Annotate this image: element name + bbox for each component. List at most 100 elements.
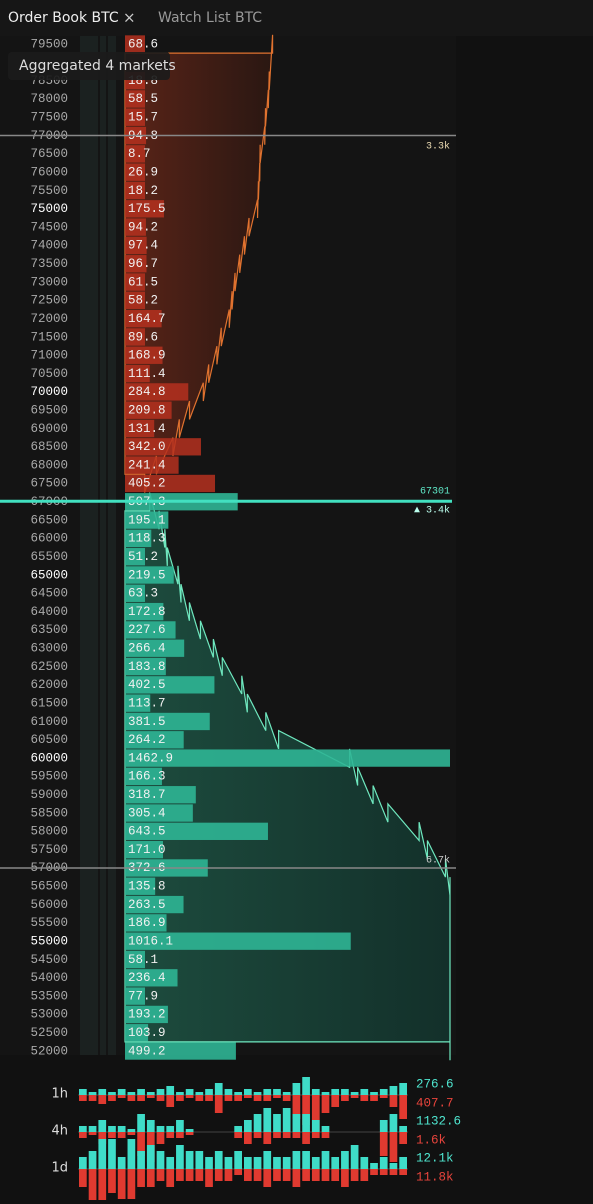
size: 284.8	[128, 385, 166, 399]
tab-close[interactable]: ×	[123, 9, 136, 27]
depth-label: 6.7k	[426, 855, 450, 867]
buy-bar	[253, 1092, 262, 1095]
buy-bar	[292, 1114, 301, 1132]
buy-bar	[146, 1092, 155, 1095]
buy-total: 276.6	[416, 1077, 454, 1091]
sell-bar	[214, 1095, 223, 1113]
depth-area	[124, 492, 451, 1061]
price: 65000	[30, 568, 68, 582]
buy-bar	[331, 1089, 340, 1095]
price: 55500	[30, 916, 68, 930]
buy-bar	[321, 1151, 330, 1169]
sell-bar	[117, 1095, 126, 1098]
sell-bar	[379, 1169, 388, 1175]
size: 171.0	[128, 843, 166, 857]
sell-bar	[176, 1132, 184, 1138]
sell-bar	[185, 1095, 194, 1098]
price: 61500	[30, 696, 68, 710]
sell-bar	[88, 1095, 97, 1101]
sell-bar	[117, 1132, 126, 1138]
size-bar	[125, 200, 164, 218]
buy-bar	[244, 1157, 252, 1169]
buy-bar	[224, 1089, 233, 1095]
size: 68.6	[128, 37, 158, 51]
sell-bar	[205, 1169, 213, 1187]
sell-bar	[137, 1132, 145, 1156]
price: 62000	[30, 678, 68, 692]
buy-total: 12.1k	[416, 1151, 454, 1165]
sell-bar	[185, 1169, 194, 1181]
sell-bar	[79, 1132, 87, 1138]
price: 73000	[30, 275, 68, 289]
sell-bar	[379, 1132, 388, 1156]
buy-bar	[127, 1092, 136, 1095]
buy-bar	[311, 1089, 320, 1095]
tab-active[interactable]: Order Book BTC	[8, 10, 119, 26]
sell-bar	[88, 1132, 97, 1135]
price: 76500	[30, 147, 68, 161]
price: 73500	[30, 257, 68, 271]
buy-bar	[117, 1089, 126, 1095]
sell-bar	[108, 1132, 116, 1138]
price: 56500	[30, 880, 68, 894]
size-bar	[125, 35, 145, 53]
buy-bar	[117, 1157, 126, 1169]
size: 209.8	[128, 403, 166, 417]
buy-bar	[263, 1151, 272, 1169]
size-bar	[125, 932, 351, 950]
buy-total: 1132.6	[416, 1114, 461, 1128]
size-bar	[125, 895, 184, 914]
size: 195.1	[128, 513, 166, 527]
sell-bar	[253, 1095, 262, 1101]
buy-bar	[389, 1163, 398, 1169]
sell-bar	[399, 1132, 407, 1144]
size-bar	[125, 877, 156, 895]
sell-bar	[108, 1095, 116, 1101]
buy-bar	[98, 1120, 107, 1132]
size: 168.9	[128, 349, 166, 363]
size: 26.9	[128, 165, 158, 179]
price: 58000	[30, 825, 68, 839]
size: 96.7	[128, 257, 158, 271]
sell-bar	[156, 1132, 165, 1144]
price: 65500	[30, 550, 68, 564]
buy-bar	[389, 1114, 398, 1132]
buy-bar	[244, 1089, 252, 1095]
sell-bar	[166, 1169, 175, 1187]
depth-label: 67301	[420, 487, 450, 498]
size-bar	[125, 822, 268, 840]
size-bar	[125, 90, 145, 108]
size: 1462.9	[128, 751, 173, 765]
size-bar	[125, 145, 145, 163]
sell-bar	[166, 1095, 175, 1107]
sell-bar	[282, 1169, 291, 1181]
price: 57500	[30, 843, 68, 857]
sell-bar	[88, 1169, 97, 1204]
buy-bar	[185, 1151, 194, 1169]
sell-bar	[224, 1095, 233, 1101]
buy-bar	[273, 1089, 281, 1095]
sell-bar	[379, 1095, 388, 1098]
buy-bar	[98, 1089, 107, 1095]
sell-bar	[244, 1095, 252, 1098]
tab[interactable]: Watch List BTC	[158, 10, 262, 26]
size-bar	[125, 401, 172, 419]
badge-text: Aggregated 4 markets	[19, 58, 176, 74]
price: 61000	[30, 715, 68, 729]
buy-bar	[79, 1126, 87, 1132]
buy-bar	[137, 1114, 145, 1132]
size: 402.5	[128, 678, 166, 692]
price: 68000	[30, 458, 68, 472]
price: 63000	[30, 642, 68, 656]
price: 64000	[30, 605, 68, 619]
buy-bar	[166, 1126, 175, 1132]
price: 55000	[30, 934, 68, 948]
price: 62500	[30, 660, 68, 674]
price: 68500	[30, 440, 68, 454]
buy-bar	[166, 1086, 175, 1095]
sell-bar	[311, 1095, 320, 1131]
price: 69500	[30, 403, 68, 417]
buy-bar	[146, 1145, 155, 1169]
sell-bar	[341, 1095, 349, 1101]
size: 58.1	[128, 953, 158, 967]
